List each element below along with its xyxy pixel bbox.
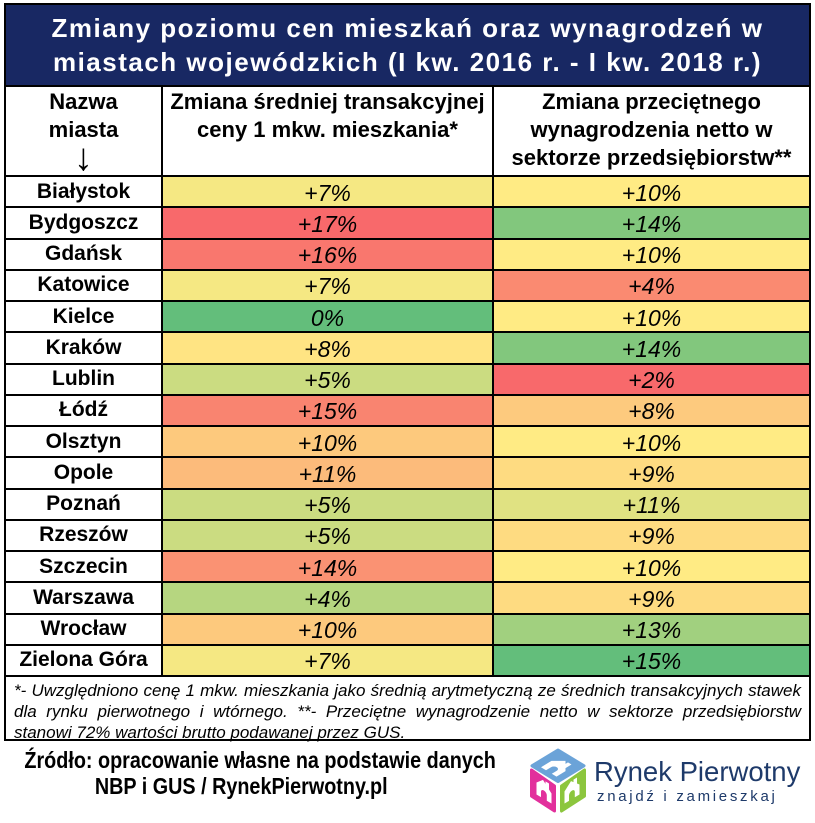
svg-text:Rynek Pierwotny: Rynek Pierwotny [594, 756, 801, 787]
svg-text:znajdź i zamieszkaj: znajdź i zamieszkaj [597, 788, 778, 805]
